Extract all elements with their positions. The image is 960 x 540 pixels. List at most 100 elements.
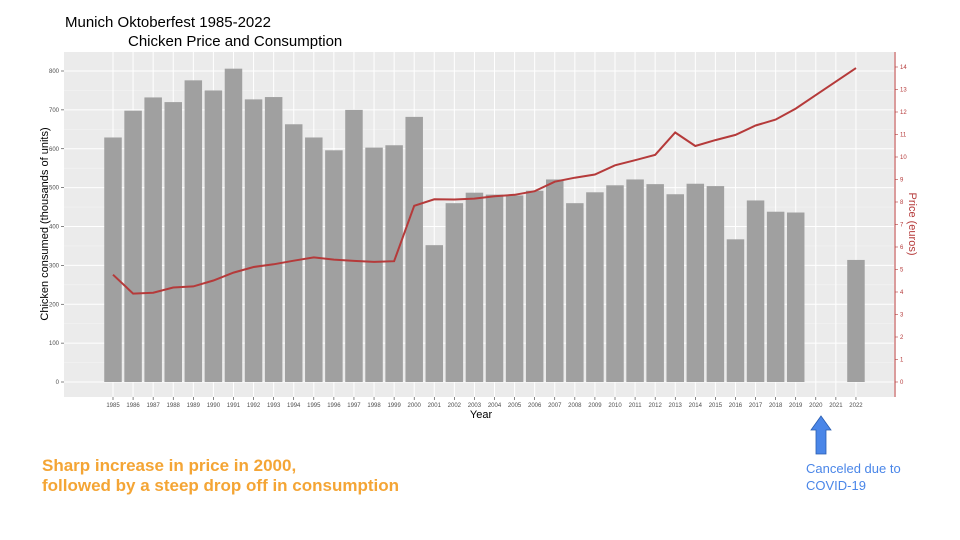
annotation-covid: Canceled due to COVID-19 — [806, 460, 901, 494]
y-axis-title: Chicken consumed (thousands of units) — [39, 127, 51, 320]
bar-2018 — [766, 211, 785, 382]
bar-series — [104, 68, 865, 382]
x-tick-label-2003: 2003 — [468, 403, 482, 409]
y2-tick-label: 0 — [900, 380, 904, 386]
bar-2000 — [405, 116, 423, 382]
y-tick-label: 600 — [49, 147, 60, 153]
x-axis: 1985 1986 1987 1988 1989 1990 1991 1992 1993 1994… — [106, 397, 863, 409]
price-line — [112, 67, 857, 295]
y-tick-label: 800 — [49, 69, 60, 75]
y2-tick-label: 4 — [900, 290, 904, 296]
bar-1987 — [144, 97, 162, 382]
bar-1999 — [385, 145, 403, 382]
bar-2012 — [646, 184, 664, 382]
x-tick-label-2015: 2015 — [709, 403, 723, 409]
x-tick-label-1988: 1988 — [167, 403, 181, 409]
y2-tick-label: 7 — [900, 223, 904, 229]
x-tick-label-2017: 2017 — [749, 403, 763, 409]
y2-tick-label: 6 — [900, 245, 904, 251]
x-tick-label-1985: 1985 — [106, 403, 120, 409]
bar-1986 — [124, 110, 142, 382]
bar-1988 — [164, 102, 182, 382]
bar-2016 — [726, 239, 745, 382]
bar-1997 — [345, 109, 363, 382]
annotation-main-line-2: followed by a steep drop off in consumpt… — [42, 476, 399, 495]
x-tick-label-1994: 1994 — [287, 403, 301, 409]
x-tick-label-2013: 2013 — [669, 403, 683, 409]
bar-2003 — [465, 192, 484, 382]
x-tick-label-2020: 2020 — [809, 403, 823, 409]
y-tick-label: 700 — [49, 108, 60, 114]
up-arrow-icon — [810, 415, 832, 455]
chart-title-line-1: Munich Oktoberfest 1985-2022 — [65, 14, 271, 31]
x-tick-label-1999: 1999 — [387, 403, 401, 409]
x-tick-label-1992: 1992 — [247, 403, 261, 409]
y2-tick-label: 1 — [900, 358, 904, 364]
y-tick-label: 300 — [49, 263, 60, 269]
left-axis: 0 100 200 300 400 500 600 700 800 — [49, 69, 64, 386]
x-tick-label-1987: 1987 — [146, 403, 160, 409]
bar-2002 — [445, 203, 464, 382]
y-tick-label: 400 — [49, 225, 60, 231]
bar-2004 — [485, 194, 504, 382]
y2-tick-label: 3 — [900, 313, 904, 319]
x-tick-label-2016: 2016 — [729, 403, 743, 409]
bar-2022 — [847, 259, 865, 382]
annotation-covid-line-2: COVID-19 — [806, 478, 866, 493]
x-tick-label-2012: 2012 — [648, 403, 662, 409]
x-tick-label-1990: 1990 — [207, 403, 221, 409]
x-tick-label-2007: 2007 — [548, 403, 562, 409]
y2-tick-label: 11 — [900, 133, 907, 139]
bar-2015 — [706, 186, 725, 382]
bar-1998 — [365, 147, 383, 382]
annotation-covid-line-1: Canceled due to — [806, 461, 901, 476]
bar-2008 — [566, 203, 584, 382]
y-tick-label: 500 — [49, 186, 60, 192]
bar-1996 — [325, 150, 343, 382]
x-tick-label-2002: 2002 — [448, 403, 462, 409]
x-tick-label-2018: 2018 — [769, 403, 783, 409]
x-tick-label-1997: 1997 — [347, 403, 361, 409]
x-tick-label-2005: 2005 — [508, 403, 522, 409]
bar-2007 — [546, 179, 564, 382]
bar-2017 — [746, 200, 765, 382]
annotation-price-increase: Sharp increase in price in 2000, followe… — [42, 456, 399, 496]
y2-tick-label: 8 — [900, 200, 904, 206]
bar-2006 — [525, 190, 544, 382]
y-tick-label: 100 — [49, 341, 60, 347]
bar-2014 — [686, 183, 705, 382]
bar-1989 — [184, 80, 203, 382]
bar-1991 — [224, 68, 243, 382]
y2-tick-label: 14 — [900, 65, 907, 71]
chart-title-line-2: Chicken Price and Consumption — [128, 33, 343, 50]
bar-2010 — [606, 185, 624, 382]
x-axis-title: Year — [470, 409, 493, 421]
y2-tick-label: 13 — [900, 88, 907, 94]
y2-tick-label: 9 — [900, 178, 904, 184]
y2-axis-title: Price (euros) — [906, 193, 918, 256]
x-tick-label-1989: 1989 — [187, 403, 201, 409]
y-tick-label: 200 — [49, 302, 60, 308]
x-tick-label-2004: 2004 — [488, 403, 502, 409]
x-tick-label-2011: 2011 — [629, 403, 643, 409]
x-tick-label-2010: 2010 — [608, 403, 622, 409]
y2-tick-label: 2 — [900, 335, 904, 341]
bar-2009 — [586, 192, 604, 382]
x-tick-label-2009: 2009 — [588, 403, 602, 409]
annotation-main-line-1: Sharp increase in price in 2000, — [42, 456, 297, 475]
y2-tick-label: 5 — [900, 268, 904, 274]
x-tick-label-2022: 2022 — [849, 403, 863, 409]
x-tick-label-1991: 1991 — [227, 403, 241, 409]
x-tick-label-2014: 2014 — [689, 403, 703, 409]
bar-2005 — [505, 195, 524, 382]
bar-1990 — [204, 90, 223, 382]
x-tick-label-2019: 2019 — [789, 403, 803, 409]
bar-2011 — [626, 179, 644, 382]
x-tick-label-1995: 1995 — [307, 403, 321, 409]
x-tick-label-1998: 1998 — [367, 403, 381, 409]
bar-2013 — [666, 194, 684, 382]
bar-1995 — [305, 137, 323, 382]
bar-1992 — [244, 99, 263, 382]
